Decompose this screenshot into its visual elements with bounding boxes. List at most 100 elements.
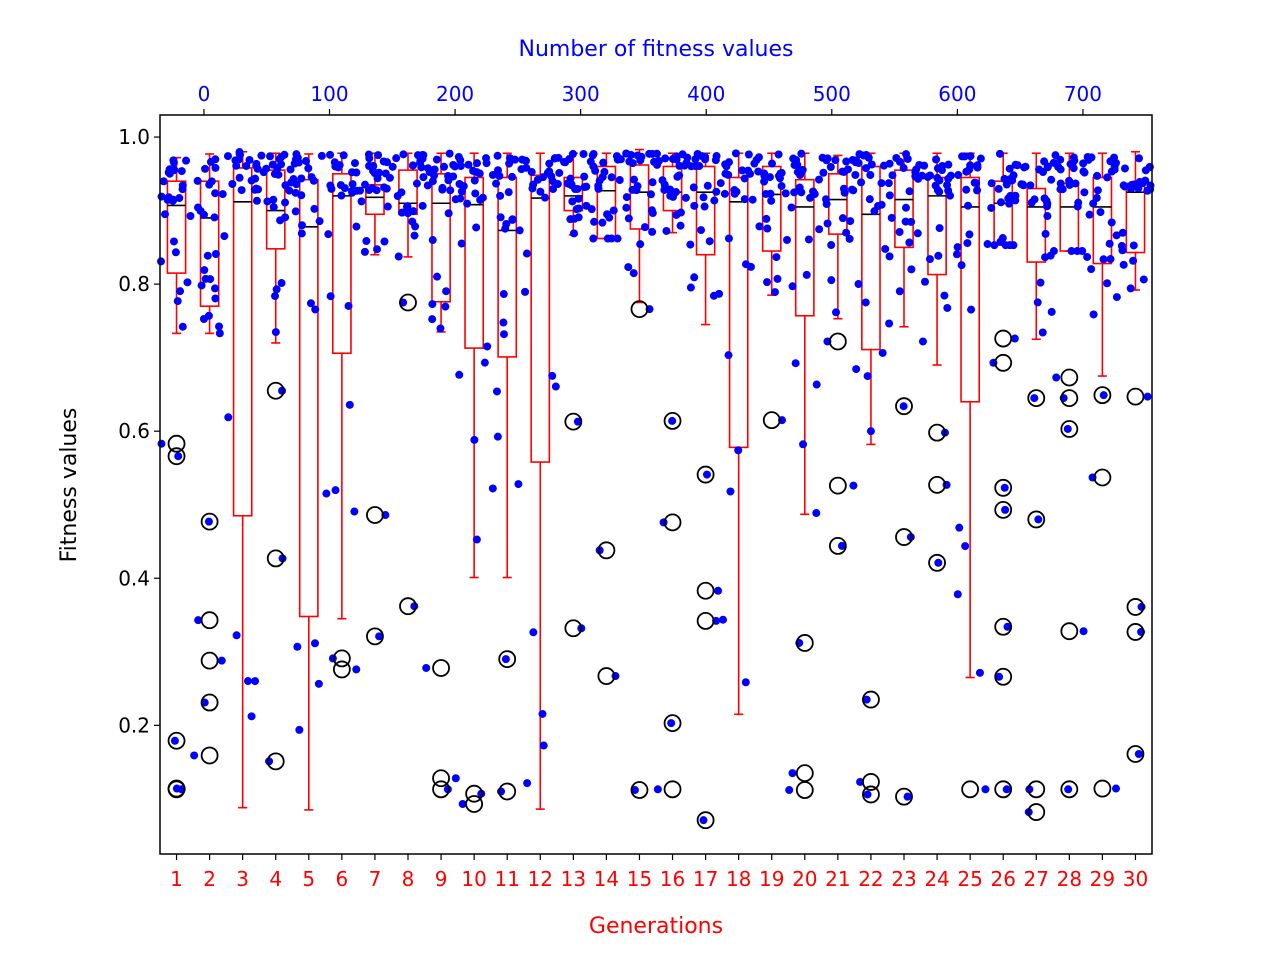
- fitness-point: [418, 154, 427, 163]
- fitness-point: [983, 240, 992, 249]
- fitness-point: [1049, 247, 1058, 256]
- fitness-point: [976, 154, 985, 163]
- outlier-marker: [200, 611, 219, 630]
- fitness-point: [613, 234, 622, 243]
- fitness-point: [515, 226, 524, 235]
- fitness-point: [776, 169, 785, 178]
- fitness-point: [599, 158, 608, 167]
- fitness-point: [646, 190, 655, 199]
- fitness-point: [877, 179, 886, 188]
- outlier-marker: [465, 784, 484, 803]
- fitness-point: [1058, 185, 1067, 194]
- top-x-tick-label: 0: [198, 82, 211, 106]
- fitness-point: [716, 179, 725, 188]
- fitness-point: [501, 655, 510, 664]
- fitness-point: [711, 156, 720, 165]
- fitness-point: [812, 380, 821, 389]
- fitness-point: [863, 372, 872, 381]
- fitness-point: [265, 757, 274, 766]
- fitness-point: [774, 150, 783, 159]
- fitness-point: [1040, 157, 1049, 166]
- fitness-point: [640, 223, 649, 232]
- outlier-marker: [200, 746, 219, 765]
- fitness-point: [812, 509, 821, 518]
- fitness-point: [278, 554, 287, 563]
- x-tick-label: 26: [990, 867, 1015, 891]
- fitness-point: [337, 191, 346, 200]
- fitness-point: [430, 165, 439, 174]
- fitness-point: [726, 487, 735, 496]
- outlier-marker: [994, 617, 1013, 636]
- fitness-point: [270, 169, 279, 178]
- fitness-point: [210, 213, 219, 222]
- outlier-marker: [366, 627, 384, 646]
- fitness-point: [772, 253, 781, 262]
- fitness-point: [242, 161, 251, 170]
- fitness-point: [636, 240, 645, 249]
- fitness-point: [624, 214, 633, 223]
- top-x-tick-label: 300: [562, 82, 600, 106]
- fitness-point: [781, 189, 790, 198]
- fitness-point: [194, 616, 203, 625]
- fitness-point: [247, 712, 256, 721]
- outlier-marker: [630, 781, 649, 799]
- fitness-point: [170, 736, 179, 745]
- fitness-point: [785, 786, 794, 795]
- outlier-marker: [862, 773, 880, 791]
- fitness-point: [201, 164, 210, 173]
- x-tick-label: 30: [1123, 867, 1148, 891]
- fitness-point: [888, 171, 897, 180]
- outlier-marker: [266, 381, 285, 400]
- fitness-point: [457, 187, 466, 196]
- fitness-point: [862, 164, 871, 173]
- fitness-points: [156, 148, 1155, 825]
- fitness-point: [957, 261, 966, 270]
- fitness-point: [705, 237, 714, 246]
- y-tick-label: 1.0: [118, 125, 150, 149]
- fitness-point: [551, 382, 560, 391]
- fitness-point: [767, 196, 776, 205]
- fitness-point: [228, 179, 237, 188]
- fitness-point: [529, 180, 538, 189]
- fitness-point: [661, 154, 670, 163]
- fitness-point: [493, 432, 502, 441]
- fitness-point: [492, 387, 501, 396]
- fitness-point: [508, 215, 517, 224]
- fitness-point: [630, 175, 639, 184]
- fitness-point: [464, 160, 473, 169]
- fitness-point: [802, 270, 811, 279]
- fitness-point: [182, 156, 191, 165]
- fitness-point: [662, 226, 671, 235]
- outlier-marker: [465, 795, 484, 813]
- fitness-point: [539, 741, 548, 750]
- fitness-point: [789, 154, 798, 163]
- fitness-point: [290, 159, 299, 168]
- x-tick-label: 1: [170, 867, 183, 891]
- fitness-point: [289, 175, 298, 184]
- top-x-tick-label: 100: [310, 82, 348, 106]
- fitness-point: [463, 199, 472, 208]
- fitness-point: [292, 150, 301, 159]
- fitness-point: [748, 195, 757, 204]
- fitness-point: [356, 186, 365, 195]
- fitness-point: [730, 186, 739, 195]
- outlier-marker: [895, 787, 913, 806]
- fitness-point: [832, 308, 841, 317]
- fitness-point: [966, 161, 975, 170]
- fitness-point: [1043, 212, 1052, 221]
- fitness-point: [245, 155, 254, 164]
- fitness-point: [469, 166, 478, 175]
- fitness-point: [901, 217, 910, 226]
- fitness-point: [522, 163, 531, 172]
- fitness-point: [827, 241, 836, 250]
- fitness-point: [1117, 241, 1126, 250]
- fitness-point: [314, 679, 323, 688]
- fitness-point: [271, 292, 280, 301]
- fitness-point: [1074, 198, 1083, 207]
- fitness-point: [790, 188, 799, 197]
- fitness-point: [352, 665, 361, 674]
- outlier-marker: [862, 785, 880, 804]
- outlier-marker: [399, 293, 417, 312]
- fitness-point: [1112, 231, 1121, 240]
- fitness-point: [1087, 265, 1096, 274]
